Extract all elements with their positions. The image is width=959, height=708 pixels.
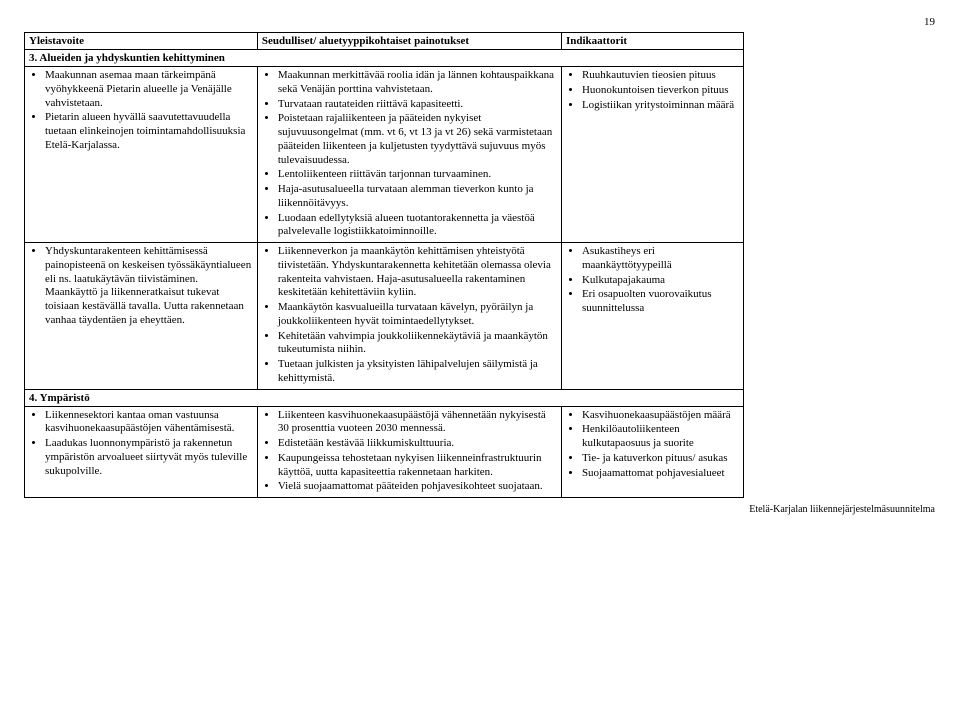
row3b-col3-list: Asukastiheys eri maankäyttötyypeillä Kul… [566,245,739,316]
list-item: Poistetaan rajaliikenteen ja pääteiden n… [278,112,557,167]
list-item: Luodaan edellytyksiä alueen tuotantorake… [278,212,557,240]
list-item: Liikenneverkon ja maankäytön kehittämise… [278,245,557,300]
row-3b: Yhdyskuntarakenteen kehittämisessä paino… [25,243,744,390]
row3a-col1-list: Maakunnan asemaa maan tärkeimpänä vyöhyk… [29,69,253,153]
list-item: Maakunnan merkittävää roolia idän ja län… [278,69,557,97]
list-item: Edistetään kestävää liikkumiskulttuuria. [278,437,557,451]
list-item: Logistiikan yritystoiminnan määrä [582,99,739,113]
header-col1: Yleistavoite [25,33,258,50]
list-item: Asukastiheys eri maankäyttötyypeillä [582,245,739,273]
list-item: Tie- ja katuverkon pituus/ asukas [582,452,739,466]
row-4: Liikennesektori kantaa oman vastuunsa ka… [25,406,744,498]
list-item: Ruuhkautuvien tieosien pituus [582,69,739,83]
list-item: Kehitetään vahvimpia joukkoliikennekäytä… [278,330,557,358]
row4-col1-list: Liikennesektori kantaa oman vastuunsa ka… [29,409,253,479]
section3-title: 3. Alueiden ja yhdyskuntien kehittyminen [25,50,744,67]
row3b-col2-list: Liikenneverkon ja maankäytön kehittämise… [262,245,557,386]
list-item: Vielä suojaamattomat pääteiden pohjavesi… [278,480,557,494]
list-item: Pietarin alueen hyvällä saavutettavuudel… [45,111,253,152]
row-3a: Maakunnan asemaa maan tärkeimpänä vyöhyk… [25,67,744,243]
list-item: Eri osapuolten vuorovaikutus suunnittelu… [582,288,739,316]
list-item: Yhdyskuntarakenteen kehittämisessä paino… [45,245,253,328]
row4-col3-list: Kasvihuonekaasupäästöjen määrä Henkilöau… [566,409,739,481]
list-item: Kulkutapajakauma [582,274,739,288]
list-item: Tuetaan julkisten ja yksityisten lähipal… [278,358,557,386]
list-item: Henkilöautoliikenteen kulkutapaosuus ja … [582,423,739,451]
list-item: Liikenteen kasvihuonekaasupäästöjä vähen… [278,409,557,437]
row3a-col2-list: Maakunnan merkittävää roolia idän ja län… [262,69,557,239]
list-item: Liikennesektori kantaa oman vastuunsa ka… [45,409,253,437]
row4-col2-list: Liikenteen kasvihuonekaasupäästöjä vähen… [262,409,557,495]
row3a-col3-list: Ruuhkautuvien tieosien pituus Huonokunto… [566,69,739,112]
list-item: Suojaamattomat pohjavesialueet [582,467,739,481]
list-item: Kaupungeissa tehostetaan nykyisen liiken… [278,452,557,480]
section4-title: 4. Ympäristö [25,389,744,406]
list-item: Laadukas luonnonympäristö ja rakennetun … [45,437,253,478]
footer-text: Etelä-Karjalan liikennejärjestelmäsuunni… [24,504,935,515]
list-item: Turvataan rautateiden riittävä kapasitee… [278,98,557,112]
goals-table: Yleistavoite Seudulliset/ aluetyyppikoht… [24,32,744,498]
header-col2: Seudulliset/ aluetyyppikohtaiset painotu… [257,33,561,50]
list-item: Huonokuntoisen tieverkon pituus [582,84,739,98]
row3b-col1-list: Yhdyskuntarakenteen kehittämisessä paino… [29,245,253,328]
list-item: Lentoliikenteen riittävän tarjonnan turv… [278,168,557,182]
list-item: Haja-asutusalueella turvataan alemman ti… [278,183,557,211]
page-number: 19 [24,16,935,28]
header-col3: Indikaattorit [561,33,743,50]
list-item: Maakunnan asemaa maan tärkeimpänä vyöhyk… [45,69,253,110]
list-item: Kasvihuonekaasupäästöjen määrä [582,409,739,423]
list-item: Maankäytön kasvualueilla turvataan kävel… [278,301,557,329]
